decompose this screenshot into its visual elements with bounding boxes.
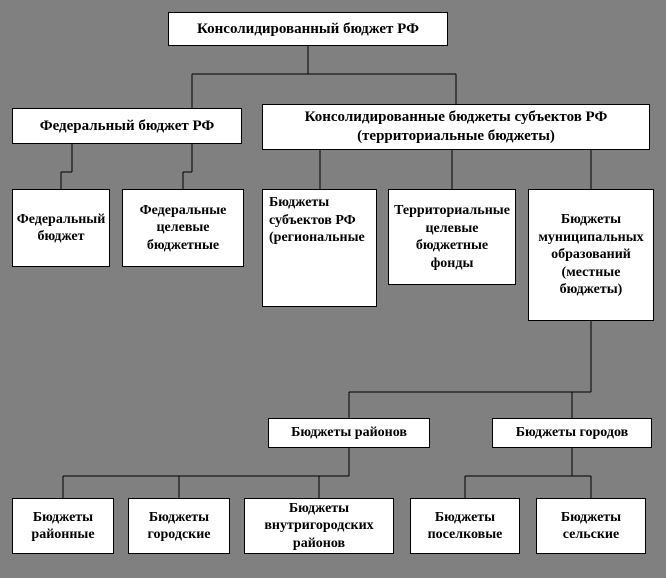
node-cons: Консолидированные бюджеты субъектов РФ (… <box>262 104 650 150</box>
node-label: Территориальные целевые бюджетные фонды <box>394 202 510 272</box>
node-label: Бюджеты городские <box>135 509 223 544</box>
node-fed2: Федеральные целевые бюджетные <box>122 189 244 267</box>
node-label: Консолидированный бюджет РФ <box>197 20 419 39</box>
node-ray: Бюджеты районов <box>268 418 430 448</box>
node-label: Бюджеты муниципальных образований (местн… <box>535 211 647 299</box>
node-b5: Бюджеты сельские <box>536 498 646 554</box>
node-b1: Бюджеты районные <box>12 498 114 554</box>
node-label: Федеральный бюджет РФ <box>40 117 215 136</box>
node-sub: Бюджеты субъектов РФ (региональные <box>262 189 377 307</box>
node-label: Бюджеты районные <box>19 509 107 544</box>
node-label: Бюджеты субъектов РФ (региональные <box>269 194 370 247</box>
node-label: Консолидированные бюджеты субъектов РФ (… <box>269 108 643 146</box>
node-fed: Федеральный бюджет РФ <box>12 108 242 144</box>
node-gor: Бюджеты городов <box>492 418 652 448</box>
node-label: Бюджеты городов <box>516 424 628 442</box>
node-b4: Бюджеты поселковые <box>410 498 520 554</box>
node-root: Консолидированный бюджет РФ <box>168 12 448 46</box>
node-terr: Территориальные целевые бюджетные фонды <box>388 189 516 285</box>
node-b2: Бюджеты городские <box>128 498 230 554</box>
node-label: Федеральный бюджет <box>17 211 106 246</box>
node-fed1: Федеральный бюджет <box>12 189 110 267</box>
node-label: Федеральные целевые бюджетные <box>129 202 237 255</box>
node-label: Бюджеты поселковые <box>417 509 513 544</box>
node-label: Бюджеты районов <box>291 424 407 442</box>
node-b3: Бюджеты внутригородских районов <box>244 498 394 554</box>
node-label: Бюджеты внутригородских районов <box>251 500 387 553</box>
node-label: Бюджеты сельские <box>543 509 639 544</box>
node-mun: Бюджеты муниципальных образований (местн… <box>528 189 654 321</box>
